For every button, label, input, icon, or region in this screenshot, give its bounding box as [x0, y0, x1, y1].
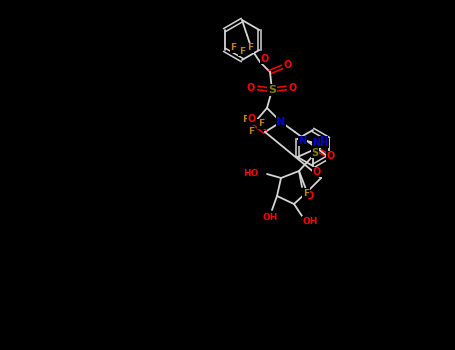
Text: O: O: [247, 83, 255, 93]
Text: O: O: [284, 60, 292, 70]
Text: OH: OH: [302, 217, 318, 225]
Text: O: O: [326, 151, 334, 161]
Text: S: S: [268, 85, 276, 95]
Text: O: O: [313, 167, 321, 177]
Text: N: N: [319, 136, 328, 146]
Text: F: F: [248, 126, 254, 135]
Text: F: F: [239, 47, 245, 56]
Text: S: S: [311, 148, 318, 158]
Text: N: N: [298, 136, 307, 146]
Text: F: F: [258, 119, 264, 128]
Text: F: F: [247, 43, 253, 52]
Text: N: N: [276, 117, 286, 127]
Text: O: O: [261, 54, 269, 64]
Text: F: F: [303, 189, 309, 197]
Text: F: F: [242, 114, 248, 124]
Text: NH: NH: [312, 138, 329, 148]
Text: O: O: [248, 114, 256, 124]
Text: F: F: [231, 43, 237, 52]
Text: O: O: [289, 83, 297, 93]
Text: OH: OH: [263, 212, 278, 222]
Text: HO: HO: [243, 169, 259, 178]
Text: O: O: [306, 191, 314, 201]
